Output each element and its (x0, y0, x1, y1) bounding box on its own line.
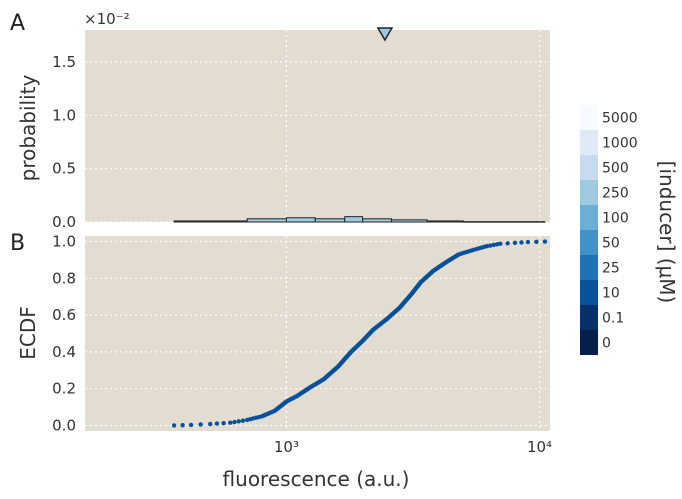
colorbar-swatch (580, 180, 598, 205)
histogram-bar (344, 216, 364, 223)
panel-b-ecdf-points (171, 239, 548, 428)
y-tick-label: 1.0 (52, 233, 76, 251)
ecdf-point (505, 241, 510, 246)
x-tick-label: 10³ (274, 438, 299, 456)
ecdf-point (525, 239, 531, 245)
histogram-bar (462, 221, 546, 223)
colorbar-swatch (580, 155, 598, 180)
ecdf-point (232, 419, 237, 425)
panel-b-x-axis-label: fluorescence (a.u.) (223, 467, 410, 491)
colorbar-tick-label: 5000 (602, 111, 638, 127)
colorbar-tick-label: 250 (602, 186, 629, 202)
colorbar-tick-label: 0.1 (602, 311, 624, 327)
colorbar-tick-label: 1000 (602, 136, 638, 152)
ecdf-point (494, 242, 500, 247)
ecdf-point (519, 240, 524, 245)
ecdf-point (488, 243, 493, 248)
histogram-bar (314, 218, 346, 223)
colorbar-swatch (580, 280, 598, 305)
ecdf-point (228, 420, 233, 425)
y-tick-label: 0.0 (52, 416, 76, 434)
colorbar-swatch (580, 330, 598, 355)
panel-b-x-ticks: 10³ 10⁴ (274, 438, 552, 456)
y-tick-label: 0.6 (52, 306, 76, 324)
panel-a-axes-background (85, 30, 550, 222)
colorbar-tick-label: 10 (602, 286, 620, 302)
colorbar-swatch (580, 255, 598, 280)
triangle-marker (376, 27, 394, 42)
colorbar-swatch (580, 130, 598, 155)
ecdf-point (512, 240, 518, 246)
ecdf-point (236, 419, 241, 424)
panel-b: 0.0 0.2 0.4 0.6 0.8 1.0 10³ 10⁴ fluorescence (… (10, 231, 552, 491)
ecdf-point (171, 423, 177, 428)
colorbar-swatch (580, 105, 598, 130)
y-tick-label: 0.8 (52, 269, 76, 287)
panel-a-label: A (10, 11, 25, 36)
colorbar-tick-label: 100 (602, 211, 629, 227)
ecdf-point (498, 241, 503, 246)
histogram-bar (246, 218, 287, 223)
histogram-bar (285, 217, 316, 223)
x-tick-label: 10⁴ (527, 438, 552, 456)
colorbar-swatch (580, 305, 598, 330)
histogram-bar (390, 219, 428, 223)
ecdf-point (542, 239, 548, 244)
y-tick-label: 1.0 (52, 106, 76, 124)
panel-a-y-ticks: 0.0 0.5 1.0 1.5 (52, 53, 76, 231)
colorbar-tick-label: 50 (602, 236, 620, 252)
ecdf-point (484, 243, 490, 249)
panel-a-grid (85, 30, 550, 223)
panel-b-axes-background (85, 236, 550, 431)
colorbar-label: [inducer] (μM) (655, 161, 679, 304)
ecdf-point (180, 423, 185, 428)
ecdf-point (221, 420, 226, 426)
colorbar-swatch (580, 205, 598, 230)
histogram-bar (173, 220, 248, 223)
colorbar-tick-label: 500 (602, 161, 629, 177)
histogram-bar (426, 220, 464, 223)
ecdf-point (198, 422, 203, 427)
colorbar-swatch (580, 230, 598, 255)
ecdf-point (534, 239, 539, 244)
y-tick-label: 0.5 (52, 160, 76, 178)
y-tick-label: 0.4 (52, 343, 76, 361)
panel-a: 0.0 0.5 1.0 1.5 ×10⁻² probability A (10, 10, 550, 231)
panel-a-y-multiplier: ×10⁻² (84, 10, 130, 28)
ecdf-point (214, 421, 220, 426)
histogram-bar (362, 218, 392, 223)
panel-b-y-axis-label: ECDF (16, 306, 40, 360)
colorbar: 5000 1000 500 250 100 50 25 10 0.1 0 [inducer] (μ… (580, 105, 679, 355)
panel-a-histogram (173, 216, 546, 223)
panel-a-marker (376, 27, 394, 42)
y-tick-label: 0.0 (52, 213, 76, 231)
ecdf-point (208, 421, 213, 427)
panel-a-y-axis-label: probability (16, 74, 40, 181)
y-tick-label: 1.5 (52, 53, 76, 71)
panel-b-y-ticks: 0.0 0.2 0.4 0.6 0.8 1.0 (52, 233, 76, 435)
colorbar-swatches: 5000 1000 500 250 100 50 25 10 0.1 0 (580, 105, 638, 355)
y-tick-label: 0.2 (52, 380, 76, 398)
panel-b-label: B (10, 231, 25, 256)
ecdf-point (188, 422, 194, 428)
ecdf-point (491, 242, 496, 248)
ecdf-point (240, 418, 246, 423)
colorbar-tick-label: 0 (602, 336, 611, 352)
colorbar-tick-label: 25 (602, 261, 620, 277)
